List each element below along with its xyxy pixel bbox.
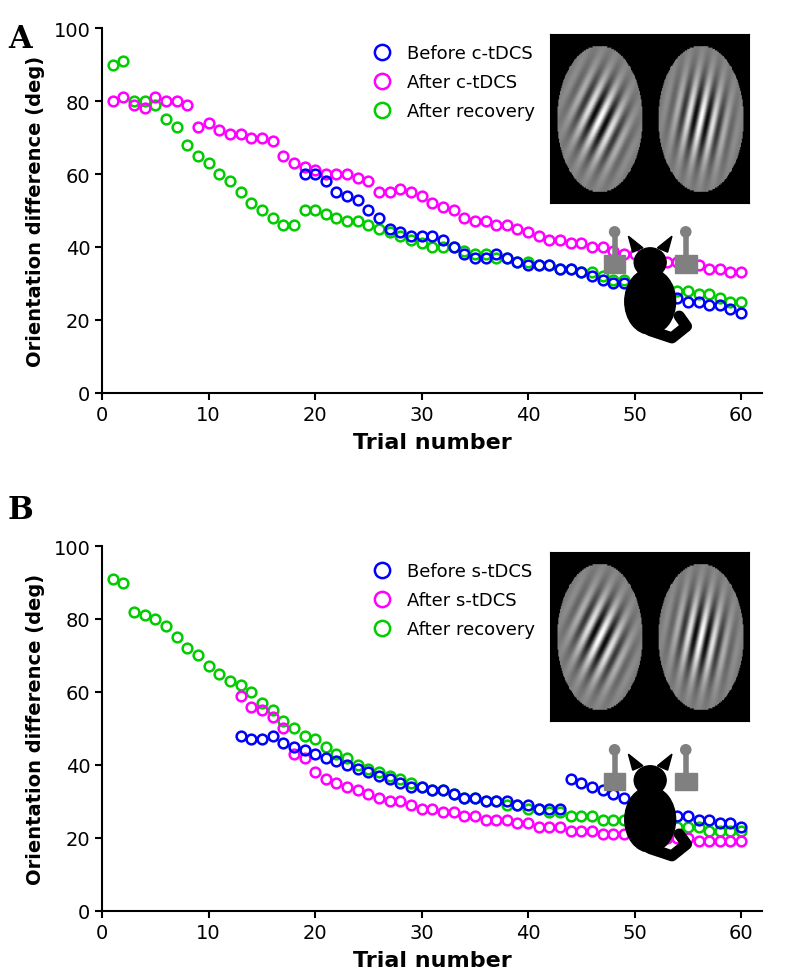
Text: A: A [8,24,31,55]
Text: B: B [8,494,34,525]
X-axis label: Trial number: Trial number [353,432,512,453]
Legend: Before s-tDCS, After s-tDCS, After recovery: Before s-tDCS, After s-tDCS, After recov… [356,555,542,645]
Y-axis label: Orientation difference (deg): Orientation difference (deg) [26,574,45,884]
X-axis label: Trial number: Trial number [353,950,512,969]
Legend: Before c-tDCS, After c-tDCS, After recovery: Before c-tDCS, After c-tDCS, After recov… [356,38,542,128]
Y-axis label: Orientation difference (deg): Orientation difference (deg) [26,56,45,366]
